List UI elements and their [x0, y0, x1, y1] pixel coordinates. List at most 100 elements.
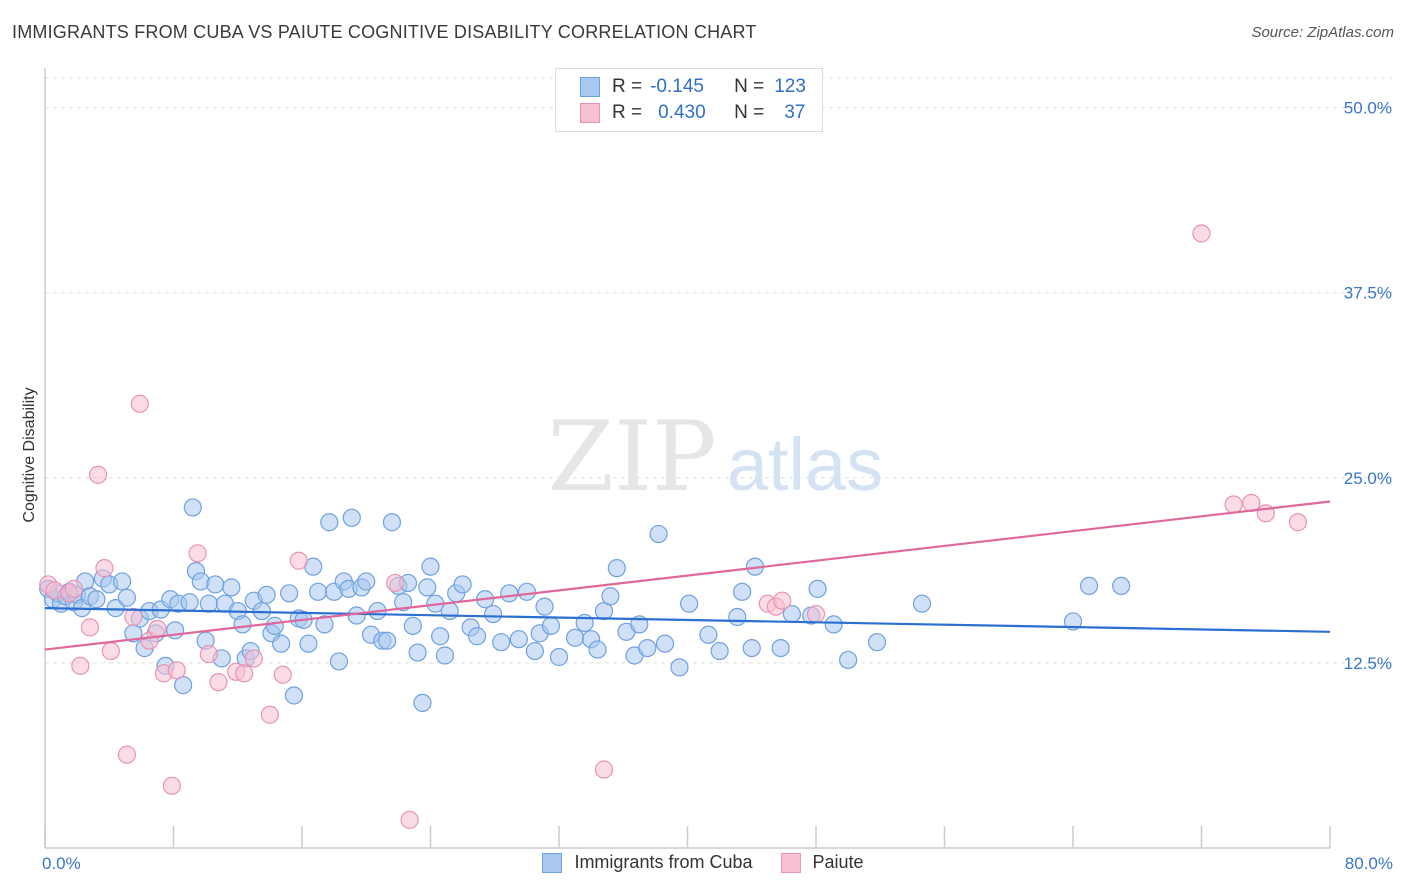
watermark: ZIP atlas [547, 401, 883, 513]
cuba-point [1112, 576, 1131, 596]
x-tick-label: 80.0% [1345, 854, 1393, 873]
cuba-point [525, 641, 545, 661]
watermark-atlas: atlas [727, 423, 883, 506]
legend-swatch-pink [780, 852, 801, 873]
legend-label-paiute: Paiute [812, 852, 864, 872]
cuba-point [680, 594, 699, 613]
paiute-point [1224, 495, 1243, 514]
cuba-point [403, 616, 422, 635]
cuba-point [394, 593, 413, 612]
cuba-point [824, 615, 843, 634]
legend-row-paiute: R = 0.430 N = 37 [580, 101, 805, 125]
paiute-point [199, 644, 218, 664]
legend-n-label: N = [734, 76, 765, 97]
cuba-point [418, 578, 437, 597]
cuba-point [233, 615, 252, 634]
cuba-point [1063, 612, 1083, 631]
paiute-point [273, 665, 292, 684]
paiute-point [289, 551, 308, 570]
cuba-point [500, 584, 519, 603]
legend-swatch-blue [542, 852, 563, 873]
paiute-point [260, 705, 279, 724]
legend-swatch-pink [580, 103, 600, 123]
legend-item-paiute[interactable]: Paiute [780, 852, 864, 873]
cuba-point [728, 607, 747, 627]
axes [44, 68, 1331, 849]
cuba-point [484, 604, 503, 624]
cuba-point [299, 634, 318, 653]
cuba-point [431, 627, 450, 646]
cuba-point [912, 594, 932, 613]
y-tick-label: 12.5% [1344, 654, 1392, 673]
cuba-point [222, 578, 241, 597]
gridlines [45, 77, 1392, 664]
paiute-point [124, 607, 143, 627]
cuba-point [199, 594, 218, 613]
legend-n-value: 123 [774, 76, 806, 97]
watermark-zip: ZIP [547, 401, 716, 513]
paiute-point [806, 604, 826, 624]
cuba-point [320, 513, 339, 532]
cuba-point [1079, 576, 1099, 596]
chart-title: IMMIGRANTS FROM CUBA VS PAIUTE COGNITIVE… [12, 22, 757, 42]
cuba-point [180, 593, 199, 612]
cuba-point [649, 524, 668, 544]
legend-r-label: R = [612, 102, 643, 123]
cuba-point [265, 616, 284, 635]
cuba-point [112, 572, 132, 591]
paiute-point [71, 656, 90, 675]
paiute-point [64, 579, 84, 598]
y-tick-label: 25.0% [1344, 469, 1392, 488]
source-credit: Source: ZipAtlas.com [1251, 24, 1394, 41]
paiute-point [88, 465, 108, 484]
cuba-point [117, 588, 137, 607]
paiute-point [773, 591, 792, 610]
cuba-point [541, 616, 561, 635]
paiute-point [162, 776, 181, 795]
paiute-point [148, 619, 167, 638]
legend-row-cuba: R = -0.145 N = 123 [580, 75, 806, 99]
tick-labels: 12.5% 25.0% 37.5% 50.0% 0.0% 80.0% [42, 99, 1393, 873]
cuba-point [257, 585, 276, 604]
legend-r-value: -0.145 [650, 76, 704, 97]
cuba-point [808, 579, 827, 598]
legend-r-label: R = [612, 76, 643, 97]
correlation-legend: R = -0.145 N = 123 R = 0.430 N = 37 [555, 68, 823, 132]
cuba-point [509, 630, 528, 649]
cuba-point [638, 638, 657, 658]
paiute-point [244, 649, 263, 668]
cuba-point [183, 498, 202, 517]
cuba-point [742, 638, 761, 658]
legend-item-cuba[interactable]: Immigrants from Cuba [542, 852, 753, 873]
paiute-point [188, 544, 207, 563]
cuba-point [284, 686, 304, 705]
cuba-point [357, 572, 376, 591]
series-legend: Immigrants from Cuba Paiute [0, 852, 1406, 873]
y-tick-label: 37.5% [1344, 284, 1392, 303]
paiute-point [1192, 224, 1211, 243]
cuba-point [655, 634, 675, 653]
cuba-point [710, 641, 729, 661]
cuba-point [517, 582, 536, 601]
trend-lines [44, 500, 1331, 651]
cuba-point [206, 575, 225, 594]
cuba-point [492, 633, 511, 652]
cuba-point [549, 647, 569, 667]
legend-n-value: 37 [784, 102, 806, 123]
paiute-point [117, 745, 137, 764]
paiute-point [594, 760, 614, 779]
cuba-point [87, 590, 106, 609]
cuba-point [280, 584, 299, 603]
paiute-point [130, 394, 149, 413]
paiute-point [167, 661, 186, 680]
cuba-point [347, 606, 366, 625]
cuba-point [733, 582, 752, 601]
paiute-point [386, 573, 405, 593]
cuba-point [378, 631, 397, 650]
cuba-point [565, 628, 585, 647]
paiute-point [235, 664, 254, 683]
paiute-trend-line [44, 500, 1331, 651]
cuba-point [699, 625, 718, 644]
y-tick-label: 50.0% [1344, 99, 1392, 118]
cuba-trend-line [44, 607, 1331, 633]
